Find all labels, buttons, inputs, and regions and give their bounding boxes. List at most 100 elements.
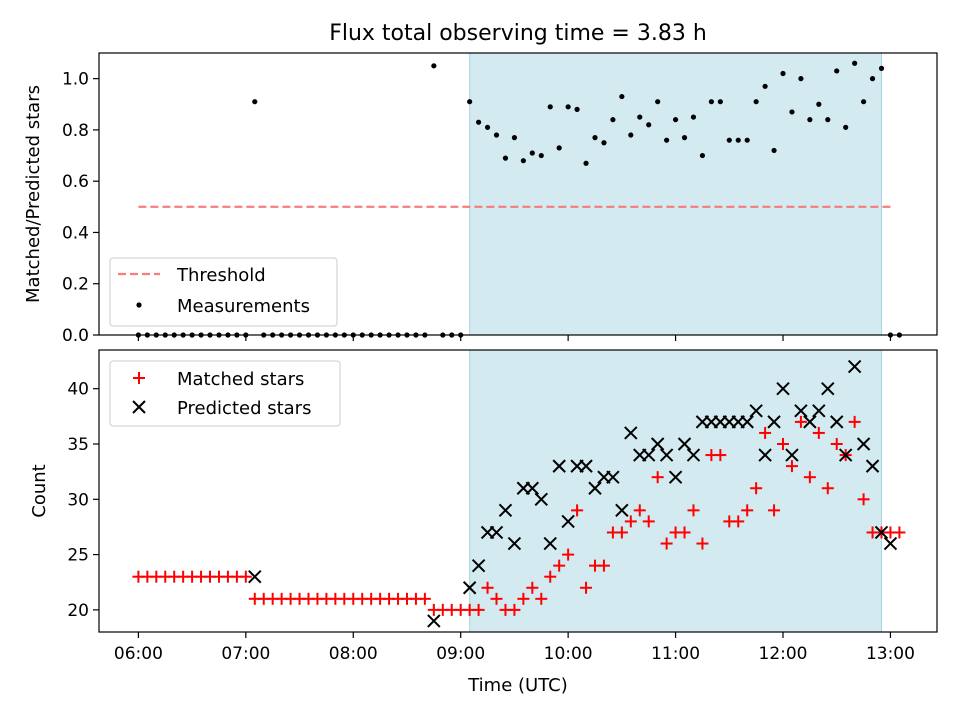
matched-star-point <box>535 592 548 605</box>
matched-star-point <box>615 526 628 539</box>
measurements-legend-label: Measurements <box>177 296 310 317</box>
matched-star-point <box>785 460 798 473</box>
measurement-point <box>771 147 777 154</box>
predicted-star-point <box>856 437 871 451</box>
predicted-star-point <box>471 558 486 573</box>
measurement-point <box>583 160 589 166</box>
matched-star-point <box>472 603 485 616</box>
bottom-x-tick-label: 13:00 <box>866 644 915 664</box>
predicted-star-point <box>883 536 898 551</box>
matched-star-point <box>893 526 906 539</box>
matched-star-point <box>750 482 763 495</box>
matched-star-point <box>642 515 655 528</box>
top-plot-frame <box>98 52 938 336</box>
matched-star-point <box>490 592 503 605</box>
measurement-point <box>780 70 786 77</box>
predicted-legend-swatch <box>132 400 146 414</box>
matched-star-point <box>624 515 637 528</box>
predicted-star-point <box>830 415 844 429</box>
matched-star-point <box>678 526 691 539</box>
measurement-point <box>681 135 688 141</box>
predicted-star-point <box>579 459 593 473</box>
measurement-point <box>520 158 526 164</box>
measurement-point <box>431 63 437 69</box>
measurement-point <box>252 99 258 105</box>
top-y-tick-label: 0.6 <box>62 172 89 192</box>
matched-star-point <box>812 426 825 439</box>
measurement-point <box>726 137 732 143</box>
matched-star-point <box>562 548 575 561</box>
measurement-point <box>664 137 670 143</box>
matched-star-point <box>553 559 566 572</box>
matched-star-point <box>714 449 727 462</box>
measurement-point <box>592 135 598 141</box>
predicted-star-point <box>543 536 557 551</box>
threshold-legend-label: Threshold <box>176 265 266 286</box>
measurement-point <box>878 65 885 71</box>
predicted-star-point <box>812 404 826 418</box>
measurement-point <box>825 117 831 123</box>
measurement-point <box>556 145 562 151</box>
matched-star-point <box>660 537 673 550</box>
measurement-point <box>637 114 643 120</box>
measurement-point <box>610 117 616 123</box>
measurement-point <box>762 83 768 89</box>
measurement-point <box>798 76 804 82</box>
bottom-window-band <box>469 350 882 632</box>
matched-star-point <box>821 482 834 495</box>
measurement-point <box>869 76 876 82</box>
top-y-axis: 0.0 0.2 0.4 0.6 0.8 1.0 <box>62 70 99 346</box>
top-x-axis <box>137 335 892 341</box>
bottom-observing-window <box>469 350 882 632</box>
measurement-point <box>789 109 795 115</box>
matched-star-point <box>418 592 431 605</box>
measurements-legend-swatch <box>136 302 142 308</box>
top-y-axis-label: Matched/Predicted stars <box>23 85 44 303</box>
matched-star-point <box>481 581 494 594</box>
predicted-star-point <box>588 481 602 495</box>
matched-star-point <box>830 438 843 450</box>
measurement-point <box>717 99 723 105</box>
matched-star-point <box>633 504 646 517</box>
predicted-star-point <box>525 481 540 495</box>
top-y-tick-label: 1.0 <box>62 70 89 90</box>
measurement-point <box>708 99 714 105</box>
bottom-y-tick-label: 25 <box>67 546 89 566</box>
chart-title: Flux total observing time = 3.83 h <box>329 21 707 46</box>
predicted-star-point <box>740 415 754 429</box>
top-window-band <box>469 53 882 335</box>
measurement-point <box>655 99 661 105</box>
bottom-x-tick-label: 07:00 <box>221 644 270 664</box>
matched-star-point <box>759 426 772 439</box>
measurement-point <box>699 152 706 159</box>
predicted-star-point <box>785 448 799 462</box>
predicted-star-point <box>865 459 880 473</box>
top-legend-box <box>109 257 338 327</box>
matched-star-point <box>768 504 781 517</box>
measurement-point <box>619 93 625 100</box>
top-legend: Threshold Measurements <box>109 257 338 327</box>
matched-star-point <box>777 438 790 450</box>
measurement-point <box>601 140 607 146</box>
predicted-star-point <box>767 415 781 429</box>
bottom-plot-frame <box>98 349 938 633</box>
bottom-legend: Matched stars Predicted stars <box>109 360 341 427</box>
measurement-point <box>502 155 509 161</box>
measurement-point <box>476 119 482 125</box>
measurement-point <box>574 106 580 112</box>
predicted-star-point <box>803 415 817 429</box>
measurement-point <box>843 124 849 130</box>
measurement-point <box>744 137 750 143</box>
matched-star-point <box>732 515 745 528</box>
measurement-point <box>529 150 535 156</box>
predicted-star-point <box>677 437 692 451</box>
bottom-x-tick-label: 09:00 <box>436 644 485 664</box>
predicted-star-point <box>821 381 835 396</box>
matched-star-point <box>571 504 584 517</box>
measurement-point <box>646 122 652 128</box>
matched-star-point <box>696 537 709 550</box>
matched-star-point <box>508 603 521 616</box>
matched-star-point <box>803 471 816 484</box>
predicted-star-point <box>534 492 548 507</box>
